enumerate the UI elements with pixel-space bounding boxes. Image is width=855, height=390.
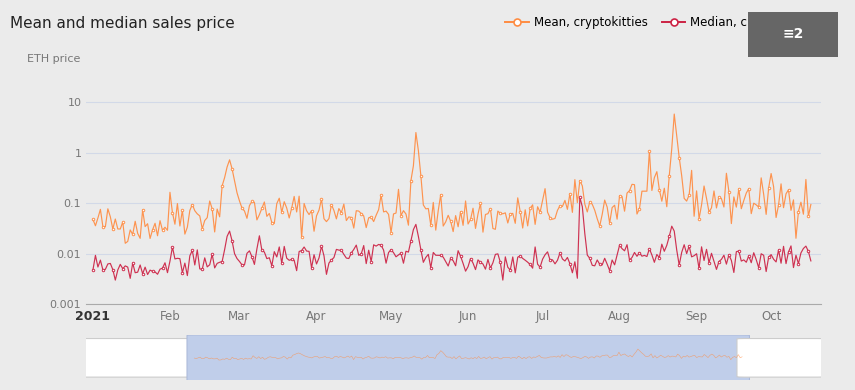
FancyBboxPatch shape (78, 339, 199, 377)
Text: ≡2: ≡2 (782, 27, 804, 41)
FancyBboxPatch shape (737, 339, 825, 377)
Legend: Mean, cryptokitties, Median, cryptokitties: Mean, cryptokitties, Median, cryptokitti… (505, 16, 815, 29)
FancyBboxPatch shape (187, 335, 750, 381)
FancyBboxPatch shape (742, 9, 844, 60)
Text: Mean and median sales price: Mean and median sales price (10, 16, 235, 30)
Text: ETH price: ETH price (27, 55, 80, 64)
